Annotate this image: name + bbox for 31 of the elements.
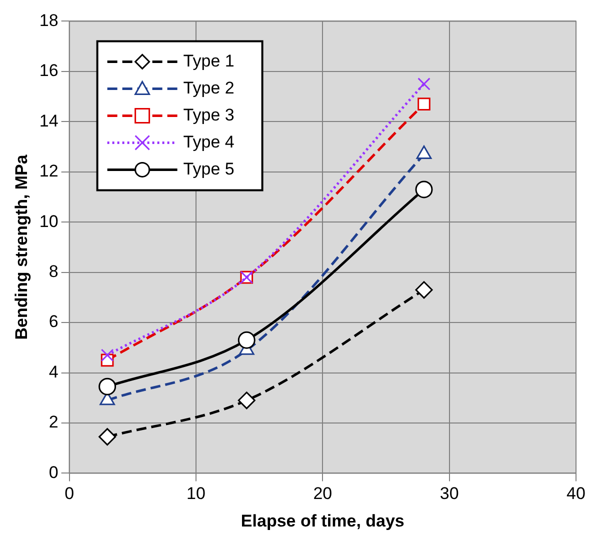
- x-tick-label: 20: [313, 484, 332, 504]
- y-tick-label: 6: [48, 312, 58, 332]
- x-tick-label: 40: [566, 484, 586, 504]
- legend-label: Type 4: [183, 132, 234, 152]
- point: [98, 428, 116, 446]
- y-tick-label: 10: [39, 212, 58, 231]
- legend-label: Type 1: [183, 51, 234, 70]
- legend-label: Type 5: [183, 159, 234, 178]
- y-tick-label: 18: [39, 10, 58, 30]
- point: [238, 392, 256, 410]
- y-tick-label: 14: [39, 111, 58, 130]
- y-tick-label: 2: [48, 412, 58, 432]
- y-tick-label: 8: [48, 262, 58, 281]
- y-tick-label: 4: [48, 362, 58, 382]
- y-tick-label: 12: [39, 162, 58, 181]
- legend-label: Type 2: [183, 78, 234, 98]
- y-tick-label: 16: [39, 61, 58, 80]
- y-axis-title: Bending strength, MPa: [12, 154, 31, 340]
- point: [418, 98, 430, 110]
- x-tick-label: 10: [186, 484, 206, 504]
- point: [98, 378, 116, 396]
- x-tick-label: 0: [64, 484, 74, 504]
- point: [418, 78, 430, 90]
- point: [415, 281, 433, 299]
- point: [100, 348, 114, 362]
- y-tick-label: 0: [48, 462, 58, 482]
- legend-label: Type 3: [183, 105, 234, 124]
- point: [415, 180, 433, 198]
- point: [238, 331, 256, 349]
- x-axis-title: Elapse of time, days: [240, 511, 404, 530]
- x-tick-label: 30: [440, 484, 459, 504]
